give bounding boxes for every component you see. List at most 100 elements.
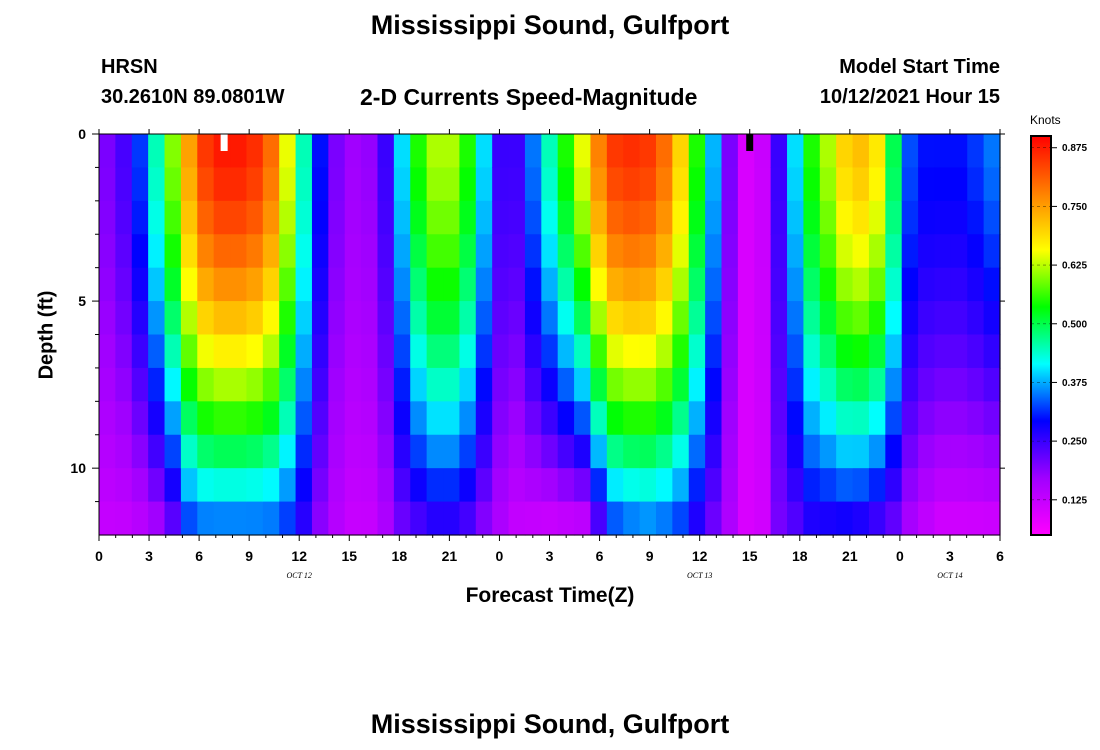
heatmap-cell (803, 200, 821, 235)
heatmap-cell (623, 167, 641, 202)
heatmap-cell (115, 134, 133, 169)
heatmap-cell (836, 501, 854, 536)
heatmap-cell (508, 434, 526, 469)
heatmap-cell (754, 401, 772, 436)
heatmap-cell (246, 267, 264, 302)
heatmap-cell (279, 501, 297, 536)
heatmap-cell (295, 167, 313, 202)
heatmap-cell (672, 200, 690, 235)
heatmap-cell (180, 334, 198, 369)
heatmap-cell (524, 167, 542, 202)
heatmap-cell (410, 200, 428, 235)
heatmap-cell (262, 468, 280, 503)
colorbar-units: Knots (1030, 113, 1061, 127)
heatmap-cell (623, 401, 641, 436)
heatmap-cell (328, 234, 346, 269)
heatmap-cell (410, 501, 428, 536)
heatmap-cell (295, 501, 313, 536)
heatmap-cell (475, 334, 493, 369)
heatmap-cell (361, 434, 379, 469)
heatmap-cell (852, 367, 870, 402)
heatmap-cell (557, 367, 575, 402)
heatmap-cell (164, 501, 182, 536)
heatmap-cell (279, 401, 297, 436)
heatmap-cell (819, 167, 837, 202)
heatmap-cell (819, 434, 837, 469)
heatmap-cell (934, 468, 952, 503)
heatmap-cell (967, 200, 985, 235)
heatmap-cell (950, 334, 968, 369)
heatmap-cell (721, 267, 739, 302)
heatmap-cell (492, 501, 510, 536)
heatmap-cell (606, 301, 624, 336)
heatmap-cell (557, 468, 575, 503)
heatmap-cell (983, 468, 1001, 503)
heatmap-cell (541, 267, 559, 302)
heatmap-cell (377, 167, 395, 202)
heatmap-cell (213, 434, 231, 469)
heatmap-cell (311, 468, 329, 503)
heatmap-cell (164, 267, 182, 302)
heatmap-cell (623, 134, 641, 169)
heatmap-cell (901, 134, 919, 169)
heatmap-cell (737, 334, 755, 369)
heatmap-cell (393, 434, 411, 469)
heatmap-cell (180, 367, 198, 402)
heatmap-cell (983, 167, 1001, 202)
heatmap-cell (655, 167, 673, 202)
heatmap-cell (443, 401, 460, 436)
heatmap-cell (590, 401, 608, 436)
heatmap-cell (311, 334, 329, 369)
heatmap-cell (606, 200, 624, 235)
heatmap-cell (672, 367, 690, 402)
heatmap-cell (410, 401, 428, 436)
heatmap-cell (180, 468, 198, 503)
heatmap-cell (197, 468, 215, 503)
heatmap-cell (770, 167, 788, 202)
heatmap-cell (262, 134, 280, 169)
x-tick-label: 3 (546, 548, 554, 564)
heatmap-cell (885, 267, 903, 302)
heatmap-cell (311, 301, 329, 336)
heatmap-cell (819, 401, 837, 436)
heatmap-cell (393, 234, 411, 269)
heatmap-cell (524, 200, 542, 235)
heatmap-cell (246, 334, 264, 369)
heatmap-cell (705, 401, 723, 436)
time-marker (220, 134, 228, 151)
heatmap-cell (655, 234, 673, 269)
heatmap-cell (115, 167, 133, 202)
station-coordinates: 30.2610N 89.0801W (101, 86, 285, 108)
heatmap-cell (393, 134, 411, 169)
heatmap-cell (443, 167, 460, 202)
heatmap-cell (311, 401, 329, 436)
heatmap-cell (508, 234, 526, 269)
heatmap-cell (295, 200, 313, 235)
heatmap-cell (672, 234, 690, 269)
heatmap-cell (131, 167, 149, 202)
heatmap-cell (541, 401, 559, 436)
heatmap-cell (377, 200, 395, 235)
heatmap-cell (803, 367, 821, 402)
heatmap-cell (377, 134, 395, 169)
heatmap-cell (934, 301, 952, 336)
y-tick-label: 0 (78, 126, 86, 142)
heatmap-cell (623, 200, 641, 235)
heatmap-cell (508, 334, 526, 369)
heatmap-cell (983, 501, 1001, 536)
heatmap-cell (410, 134, 428, 169)
heatmap-cell (230, 301, 248, 336)
heatmap-cell (639, 134, 657, 169)
heatmap-cell (164, 301, 182, 336)
heatmap-cell (836, 134, 854, 169)
x-tick-label: 15 (742, 548, 758, 564)
heatmap-cell (819, 501, 837, 536)
page-title: Mississippi Sound, Gulfport (370, 10, 730, 40)
heatmap-cell (868, 468, 886, 503)
heatmap-cell (459, 434, 477, 469)
heatmap-cell (967, 367, 985, 402)
heatmap-cell (705, 234, 723, 269)
heatmap-cell (246, 301, 264, 336)
heatmap-cell (590, 234, 608, 269)
heatmap-cell (377, 401, 395, 436)
